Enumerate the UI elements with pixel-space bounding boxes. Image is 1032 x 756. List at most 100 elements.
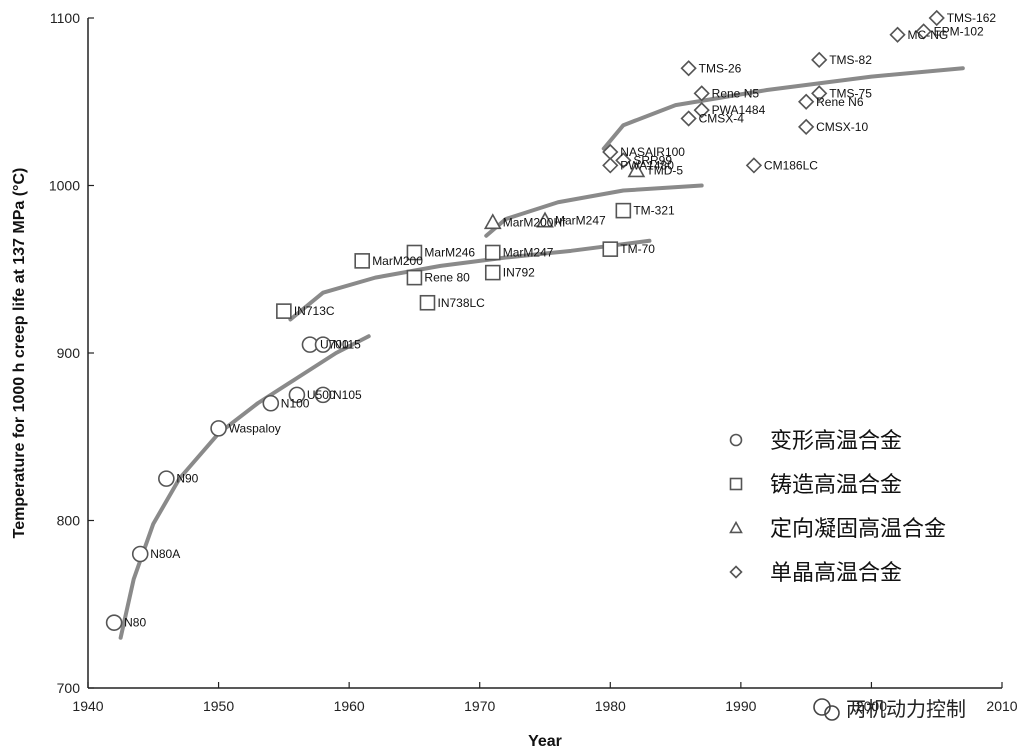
point-label: TMD-5: [646, 163, 683, 177]
x-tick-label: 2000: [856, 698, 887, 714]
point-label: Rene N6: [816, 95, 864, 109]
x-tick-label: 1950: [203, 698, 234, 714]
data-point-square: [406, 269, 423, 286]
point-label: CMSX-10: [816, 120, 868, 134]
data-point-circle: [210, 420, 227, 437]
data-point-diamond: [602, 157, 619, 174]
data-point-circle: [314, 336, 332, 353]
point-label: PWA1484: [712, 103, 766, 117]
legend-label: 单晶高温合金: [770, 561, 902, 586]
legend-label: 定向凝固高温合金: [770, 517, 946, 542]
y-tick-label: 900: [57, 345, 81, 361]
point-label: MarM200Hf: [503, 215, 566, 229]
data-point-triangle: [483, 213, 502, 230]
data-point-diamond: [915, 23, 932, 40]
point-label: EPM-102: [934, 24, 984, 38]
point-label: TMS-82: [829, 53, 872, 67]
point-label: Waspaloy: [229, 421, 281, 435]
y-tick-label: 700: [57, 680, 81, 696]
data-point-diamond: [615, 152, 632, 169]
data-point-diamond: [798, 93, 815, 110]
legend-label: 变形高温合金: [770, 429, 902, 454]
y-tick-label: 1000: [49, 178, 80, 194]
point-label: TMS-26: [699, 61, 742, 75]
point-label: N105: [333, 388, 362, 402]
point-label: IN792: [503, 266, 535, 280]
point-label: MarM246: [424, 246, 475, 260]
data-point-square: [484, 244, 501, 261]
legend-marker-triangle: [729, 520, 743, 534]
data-point-diamond: [928, 9, 945, 27]
data-point-square: [615, 202, 632, 219]
point-label: N90: [176, 472, 198, 486]
data-point-square: [276, 303, 292, 319]
wechat-icon: [813, 698, 840, 721]
data-point-circle: [314, 386, 332, 404]
point-label: PWA1480: [620, 158, 674, 172]
point-label: Rene 80: [424, 271, 470, 285]
data-point-diamond: [693, 101, 710, 119]
x-tick-label: 1970: [464, 698, 495, 714]
point-label: MC-NG: [908, 28, 949, 42]
data-point-circle: [131, 545, 149, 563]
x-tick-label: 1960: [334, 698, 365, 714]
data-point-square: [406, 244, 423, 261]
data-point-triangle: [536, 211, 554, 228]
data-point-circle: [262, 394, 280, 412]
x-axis-title: Year: [528, 733, 562, 750]
point-label: NASAIR100: [620, 145, 685, 159]
data-point-circle: [105, 614, 123, 631]
point-label: TM-70: [620, 242, 655, 256]
x-tick-label: 1990: [725, 698, 756, 714]
x-tick-label: 1940: [72, 698, 103, 714]
data-point-square: [419, 294, 436, 311]
point-label: Rene N5: [712, 86, 760, 100]
point-label: U700: [320, 338, 349, 352]
data-point-circle: [288, 386, 306, 404]
data-point-diamond: [811, 51, 828, 69]
y-axis-title: Temperature for 1000 h creep life at 137…: [11, 168, 28, 539]
watermark-text: 两机动力控制: [846, 697, 966, 721]
point-label: N80: [124, 616, 146, 630]
y-tick-label: 1100: [50, 10, 80, 26]
point-label: IN713C: [294, 304, 335, 318]
legend-marker-circle: [729, 433, 743, 447]
legend-marker-square: [729, 477, 743, 491]
data-point-diamond: [680, 110, 697, 127]
data-markers: [105, 9, 945, 631]
point-label: U500: [307, 388, 336, 402]
data-point-diamond: [745, 157, 763, 174]
point-label: N100: [281, 396, 310, 410]
y-tick-label: 800: [57, 513, 81, 529]
legend-marker-diamond: [729, 565, 743, 579]
point-label: N115: [333, 338, 361, 352]
data-point-diamond: [798, 118, 815, 136]
point-label: TMS-75: [829, 86, 872, 100]
trend-line: [288, 238, 652, 322]
point-label: CMSX-4: [699, 112, 745, 126]
point-label: SRR99: [633, 153, 672, 167]
x-tick-label: 2010: [986, 698, 1017, 714]
data-point-square: [602, 241, 619, 257]
point-label: MarM247: [503, 246, 554, 260]
data-point-square: [484, 264, 501, 281]
data-point-circle: [158, 470, 175, 487]
point-label: TMS-162: [947, 11, 997, 25]
point-label: MarM247: [555, 214, 606, 228]
legend-label: 铸造高温合金: [770, 473, 902, 498]
watermark: 两机动力控制: [813, 697, 966, 721]
point-label: CM186LC: [764, 158, 818, 172]
point-label: TM-321: [633, 204, 675, 218]
data-point-triangle: [627, 161, 646, 178]
trend-line: [484, 183, 704, 238]
data-point-diamond: [693, 85, 710, 102]
data-point-diamond: [811, 85, 828, 102]
data-point-diamond: [889, 26, 906, 43]
data-point-square: [354, 253, 371, 269]
point-label: MarM200: [372, 254, 423, 268]
point-label: N80A: [150, 547, 180, 561]
point-label: IN738LC: [437, 296, 485, 310]
ticks: 1940 1950 1960 1970 1980 1990 2000 2010 700 800 90…: [49, 10, 1018, 714]
